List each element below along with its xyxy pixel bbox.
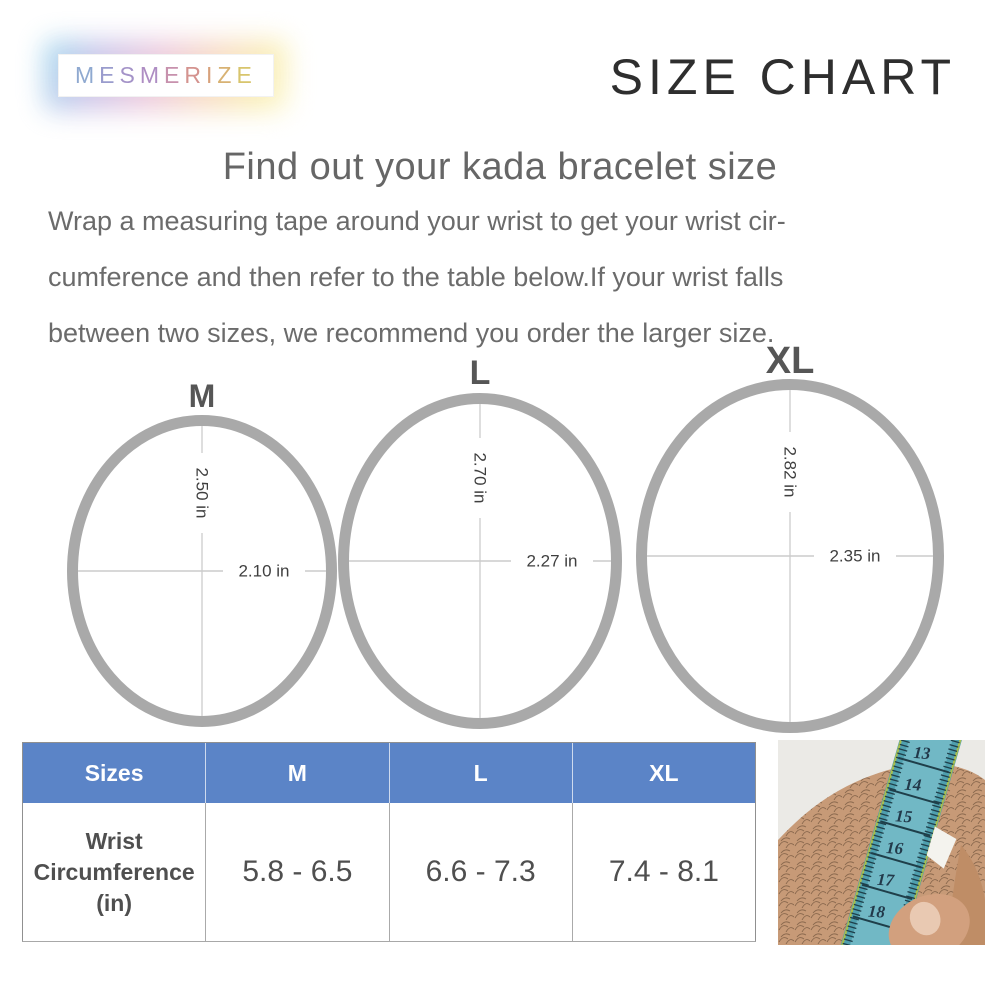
vertical-diameter-label-xl: 2.82 in	[781, 446, 800, 497]
size-label-m: M	[188, 378, 216, 414]
size-label-l: L	[469, 354, 491, 392]
table-value-cell-l: 6.6 - 7.3	[390, 803, 573, 941]
page-title: SIZE CHART	[609, 49, 956, 105]
table-value-cell-m: 5.8 - 6.5	[206, 803, 390, 941]
size-table-body-row: Wrist Circumference (in) 5.8 - 6.5 6.6 -…	[23, 803, 755, 941]
bangle-ring-xl: 2.82 in 2.35 in	[636, 379, 944, 733]
tape-number: 15	[895, 806, 914, 826]
brand-letter: Z	[217, 62, 237, 88]
brand-letter: E	[99, 62, 120, 88]
size-table-header-xl: XL	[649, 759, 679, 786]
intro-paragraph: Wrap a measuring tape around your wrist …	[48, 206, 968, 374]
bangle-ring-l: 2.70 in 2.27 in	[338, 393, 622, 729]
vertical-diameter-label-m: 2.50 in	[193, 467, 212, 518]
size-table: Sizes M L XL Wrist Circumference (in) 5.…	[22, 742, 756, 942]
horizontal-diameter-label-m: 2.10 in	[238, 562, 289, 581]
brand-letter: M	[139, 62, 165, 88]
vertical-diameter-label-l: 2.70 in	[471, 452, 490, 503]
size-table-header-l: L	[390, 743, 573, 803]
intro-line: Wrap a measuring tape around your wrist …	[48, 206, 786, 236]
table-row-label-cell: Wrist Circumference (in)	[23, 803, 207, 941]
intro-line: between two sizes, we recommend you orde…	[48, 318, 775, 348]
brand-letter: I	[206, 62, 218, 88]
brand-letter: R	[184, 62, 206, 88]
wrist-circumference-label: Wrist Circumference (in)	[33, 827, 195, 916]
size-label-xl: XL	[765, 340, 815, 382]
bangle-ring-m: 2.50 in 2.10 in	[67, 415, 337, 727]
value-xl: 7.4 - 8.1	[608, 855, 719, 888]
tape-tab	[926, 826, 957, 869]
intro-line: cumference and then refer to the table b…	[48, 262, 784, 292]
measuring-tape: 13 14 15 16 17 18	[838, 740, 963, 945]
size-table-header-sizes: Sizes	[23, 743, 207, 803]
tape-number: 18	[867, 902, 886, 922]
brand-logo: M E S M E R I Z E	[44, 40, 288, 111]
tape-number: 16	[886, 838, 905, 858]
brand-letter: E	[164, 62, 185, 88]
intro-heading: Find out your kada bracelet size	[222, 146, 778, 188]
value-l: 6.6 - 7.3	[425, 855, 536, 888]
horizontal-diameter-label-l: 2.27 in	[526, 552, 577, 571]
brand-letter: M	[75, 62, 100, 88]
size-table-header-m: M	[206, 743, 390, 803]
tape-number: 13	[913, 743, 932, 763]
brand-letter: E	[236, 62, 257, 88]
brand-logo-box: M E S M E R I Z E	[58, 54, 274, 97]
brand-letter: S	[119, 62, 140, 88]
size-table-header-row: Sizes M L XL	[23, 743, 755, 803]
value-m: 5.8 - 6.5	[242, 855, 353, 888]
measuring-tape-photo: 13 14 15 16 17 18	[778, 740, 985, 945]
horizontal-diameter-label-xl: 2.35 in	[829, 547, 880, 566]
tape-number: 17	[876, 870, 896, 890]
thumb	[888, 893, 970, 945]
tape-number: 14	[904, 775, 922, 795]
table-value-cell-xl: 7.4 - 8.1	[573, 803, 755, 941]
